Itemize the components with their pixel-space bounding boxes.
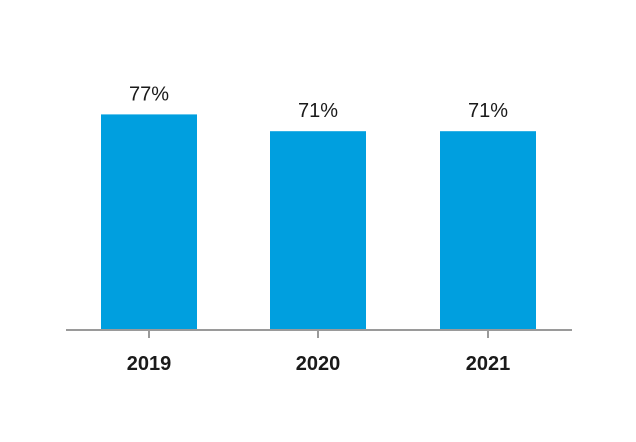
x-tick-label-2020: 2020	[296, 353, 341, 375]
bar-2021	[440, 131, 536, 330]
x-tick-label-2019: 2019	[127, 353, 172, 375]
x-tick-label-2021: 2021	[466, 353, 511, 375]
data-label-2021: 71%	[468, 100, 508, 122]
bars-group	[101, 114, 536, 331]
data-labels-group: 77% 71% 71%	[129, 83, 508, 122]
bar-2020	[270, 131, 366, 330]
data-label-2019: 77%	[129, 83, 169, 105]
x-tick-labels-group: 2019 2020 2021	[127, 353, 511, 375]
data-label-2020: 71%	[298, 100, 338, 122]
x-axis-ticks	[148, 330, 489, 338]
bar-2019	[101, 114, 197, 331]
